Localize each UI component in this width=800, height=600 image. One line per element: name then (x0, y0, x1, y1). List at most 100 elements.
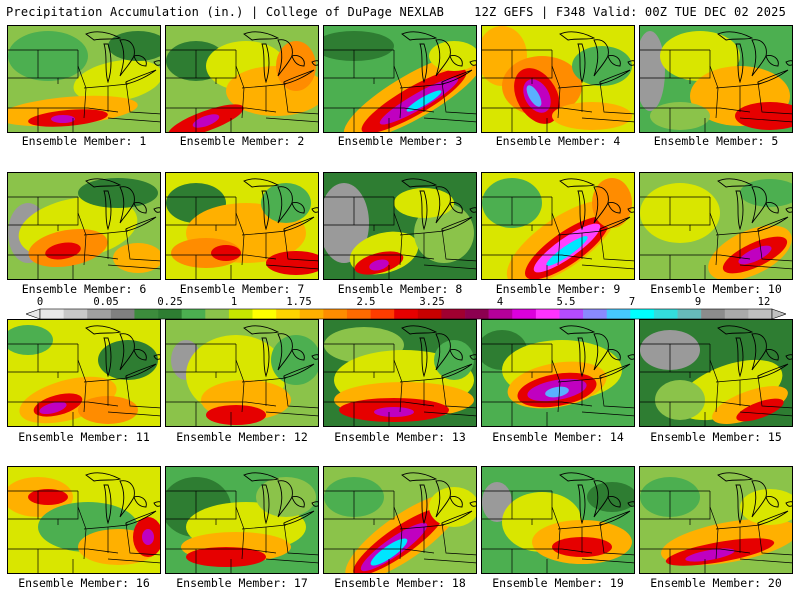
great-lakes-outline (717, 31, 792, 85)
precip-field-map (640, 173, 792, 279)
precip-field-map (324, 173, 476, 279)
great-lakes-outline (717, 178, 792, 232)
great-lakes-outline (85, 472, 160, 526)
precip-contour (592, 178, 632, 228)
precip-contour (256, 477, 316, 517)
ensemble-member-label: Ensemble Member: 1 (21, 134, 147, 148)
colorbar-tick-label: 0.05 (93, 296, 119, 308)
precip-contour (261, 183, 311, 223)
ensemble-map-panel (639, 466, 793, 574)
colorbar-swatch (653, 309, 678, 319)
precip-contour (712, 386, 788, 424)
ensemble-map-panel (323, 319, 477, 427)
precip-contour (108, 31, 160, 61)
state-boundaries (166, 490, 318, 573)
ensemble-map-panel (481, 319, 635, 427)
precip-field-map (8, 173, 160, 279)
precip-field-map (482, 26, 634, 132)
precip-contour (738, 245, 772, 265)
precip-field-map (166, 26, 318, 132)
precip-contour (587, 482, 634, 512)
state-boundaries (8, 196, 160, 279)
precip-contour (266, 251, 318, 275)
ensemble-member-label: Ensemble Member: 2 (179, 134, 305, 148)
state-boundaries (8, 490, 160, 573)
state-boundaries (640, 49, 792, 132)
great-lakes-outline (559, 472, 634, 526)
ensemble-map-panel (639, 319, 793, 427)
colorbar-swatch (299, 309, 324, 319)
ensemble-member-label: Ensemble Member: 3 (337, 134, 463, 148)
ensemble-member-label: Ensemble Member: 7 (179, 282, 305, 296)
state-boundaries (166, 49, 318, 132)
precip-field-map (166, 467, 318, 573)
precip-contour (369, 259, 389, 271)
precip-contour (374, 407, 414, 417)
colorbar-swatch (110, 309, 135, 319)
ensemble-member-label: Ensemble Member: 8 (337, 282, 463, 296)
precip-contour (324, 183, 369, 263)
precip-contour (740, 179, 792, 207)
precip-contour (271, 335, 318, 385)
great-lakes-outline (85, 325, 160, 379)
precip-contour (552, 102, 632, 130)
great-lakes-outline (243, 31, 318, 85)
ensemble-map-panel (165, 172, 319, 280)
colorbar-swatch (40, 309, 64, 319)
precip-contour (51, 115, 75, 123)
ensemble-member-label: Ensemble Member: 19 (492, 576, 624, 590)
ensemble-map-panel (481, 172, 635, 280)
precip-contour (39, 401, 67, 415)
precip-contour (546, 236, 588, 266)
colorbar-swatch (370, 309, 395, 319)
colorbar-swatch (181, 309, 206, 319)
ensemble-map-panel (7, 466, 161, 574)
precip-contour (429, 487, 476, 527)
ensemble-map-panel (7, 25, 161, 133)
ensemble-map-panel (165, 25, 319, 133)
ensemble-map-panel (323, 466, 477, 574)
ensemble-member-label: Ensemble Member: 14 (492, 430, 624, 444)
great-lakes-outline (401, 325, 476, 379)
colorbar-swatch (701, 309, 726, 319)
precip-contour (736, 398, 784, 422)
ensemble-member-label: Ensemble Member: 20 (650, 576, 782, 590)
colorbar-swatch (205, 309, 230, 319)
colorbar-tick-label: 2.5 (356, 296, 376, 308)
precip-contour (211, 245, 241, 261)
great-lakes-outline (243, 472, 318, 526)
precip-field-map (8, 26, 160, 132)
precip-contour (526, 85, 542, 107)
precip-contour (434, 340, 474, 380)
precip-field-map (640, 320, 792, 426)
state-boundaries (8, 343, 160, 426)
precip-field-map (166, 173, 318, 279)
colorbar-tick-label: 9 (694, 296, 702, 308)
ensemble-member-label: Ensemble Member: 18 (334, 576, 466, 590)
colorbar-swatch (535, 309, 560, 319)
ensemble-member-label: Ensemble Member: 4 (495, 134, 621, 148)
precip-colorbar: 0 0.05 0.25 1 1.75 2.5 3.25 4 5.5 7 9 12 (26, 296, 786, 322)
state-boundaries (324, 490, 476, 573)
great-lakes-outline (85, 31, 160, 85)
precip-contour (276, 41, 316, 91)
state-boundaries (640, 490, 792, 573)
precip-field-map (324, 467, 476, 573)
ensemble-map-panel (639, 172, 793, 280)
colorbar-swatch (394, 309, 419, 319)
colorbar-swatch (559, 309, 584, 319)
colorbar-swatch (417, 309, 442, 319)
colorbar-swatch (441, 309, 466, 319)
precip-contour (192, 114, 220, 128)
great-lakes-outline (401, 31, 476, 85)
state-boundaries (324, 343, 476, 426)
colorbar-swatch (87, 309, 112, 319)
colorbar-tick-label: 0 (36, 296, 44, 308)
ensemble-map-panel (165, 466, 319, 574)
colorbar-swatch (677, 309, 702, 319)
state-boundaries (324, 49, 476, 132)
precip-contour (8, 325, 53, 355)
colorbar-swatch (630, 309, 655, 319)
state-boundaries (640, 343, 792, 426)
ensemble-member-label: Ensemble Member: 16 (18, 576, 150, 590)
